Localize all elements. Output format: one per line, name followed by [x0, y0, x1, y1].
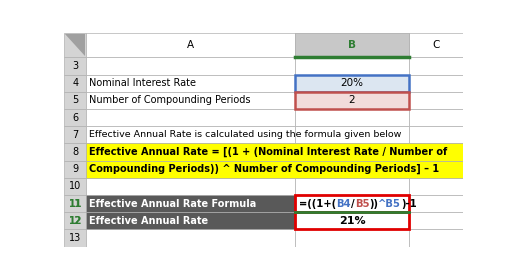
Bar: [295, 178, 409, 195]
Bar: [64, 75, 86, 92]
Bar: [295, 195, 409, 212]
Bar: [64, 229, 86, 247]
Text: A: A: [187, 40, 194, 50]
Bar: [409, 178, 463, 195]
Bar: [409, 57, 463, 75]
Text: 2: 2: [348, 95, 355, 105]
Text: B: B: [348, 40, 356, 50]
Text: Compounding Periods)) ^ Number of Compounding Periods] – 1: Compounding Periods)) ^ Number of Compou…: [89, 164, 439, 174]
Bar: [295, 143, 409, 161]
Text: 11: 11: [68, 199, 82, 209]
Bar: [86, 75, 295, 92]
Text: 21%: 21%: [339, 216, 365, 226]
Text: 9: 9: [72, 164, 78, 174]
Text: Effective Annual Rate Formula: Effective Annual Rate Formula: [89, 199, 256, 209]
Bar: [64, 92, 86, 109]
Text: 5: 5: [72, 95, 78, 105]
Polygon shape: [65, 34, 85, 56]
Bar: [86, 92, 295, 109]
Text: 11: 11: [69, 199, 81, 209]
Text: 3: 3: [72, 61, 78, 71]
Bar: [64, 126, 86, 143]
Bar: [409, 143, 463, 161]
Bar: [295, 161, 409, 178]
Bar: [64, 195, 86, 212]
Bar: [409, 109, 463, 126]
Bar: [64, 109, 86, 126]
Bar: [295, 195, 409, 212]
Bar: [86, 57, 295, 75]
Text: =((1+(: =((1+(: [299, 199, 336, 209]
Text: Effective Annual Rate is calculated using the formula given below: Effective Annual Rate is calculated usin…: [89, 130, 402, 139]
Text: /: /: [351, 199, 355, 209]
Bar: [295, 75, 409, 92]
Text: B4: B4: [336, 199, 351, 209]
Bar: [409, 126, 463, 143]
Bar: [86, 143, 463, 161]
Bar: [64, 57, 86, 75]
Text: C: C: [432, 40, 439, 50]
Text: 10: 10: [69, 181, 81, 191]
Text: Effective Annual Rate: Effective Annual Rate: [89, 216, 209, 226]
Bar: [295, 75, 409, 92]
Text: 12: 12: [69, 216, 81, 226]
Bar: [409, 33, 463, 57]
Bar: [409, 195, 463, 212]
Bar: [86, 33, 295, 57]
Bar: [86, 195, 295, 212]
Bar: [86, 161, 463, 178]
Bar: [409, 161, 463, 178]
Bar: [409, 92, 463, 109]
Bar: [86, 143, 295, 161]
Bar: [295, 92, 409, 109]
Bar: [64, 143, 86, 161]
Text: )-1: )-1: [401, 199, 417, 209]
Bar: [64, 178, 86, 195]
Bar: [295, 229, 409, 247]
Bar: [86, 212, 295, 229]
Text: 20%: 20%: [341, 78, 363, 88]
Bar: [86, 109, 295, 126]
Bar: [409, 229, 463, 247]
Text: )): )): [369, 199, 378, 209]
Text: 7: 7: [72, 130, 78, 140]
Bar: [64, 33, 86, 57]
Text: 4: 4: [72, 78, 78, 88]
Text: Effective Annual Rate = [(1 + (Nominal Interest Rate / Number of: Effective Annual Rate = [(1 + (Nominal I…: [89, 147, 448, 157]
Bar: [295, 212, 409, 229]
Bar: [86, 195, 295, 212]
Bar: [86, 212, 295, 229]
Bar: [86, 161, 295, 178]
Text: 8: 8: [72, 147, 78, 157]
Bar: [295, 57, 409, 75]
Text: 12: 12: [68, 216, 82, 226]
Bar: [295, 126, 409, 143]
Text: Number of Compounding Periods: Number of Compounding Periods: [89, 95, 251, 105]
Bar: [295, 92, 409, 109]
Bar: [86, 229, 295, 247]
Bar: [295, 212, 409, 229]
Text: Nominal Interest Rate: Nominal Interest Rate: [89, 78, 196, 88]
Bar: [295, 33, 409, 57]
Text: 6: 6: [72, 112, 78, 122]
Text: B5: B5: [355, 199, 369, 209]
Bar: [64, 212, 86, 229]
Bar: [86, 126, 295, 143]
Bar: [409, 75, 463, 92]
Text: ^B5: ^B5: [378, 199, 401, 209]
Bar: [64, 161, 86, 178]
Bar: [295, 33, 409, 57]
Bar: [86, 178, 295, 195]
Bar: [295, 109, 409, 126]
Text: 13: 13: [69, 233, 81, 243]
Bar: [409, 212, 463, 229]
